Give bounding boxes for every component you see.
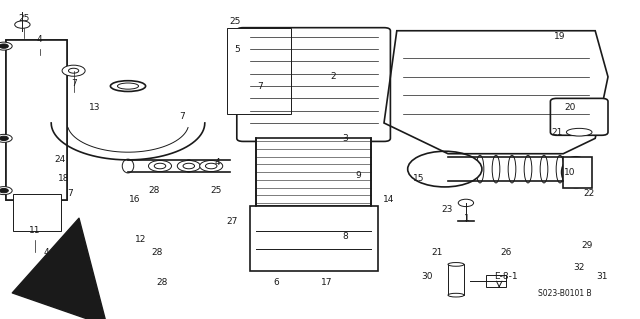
Text: S023-B0101 B: S023-B0101 B <box>538 289 591 298</box>
Circle shape <box>205 163 217 169</box>
Text: 14: 14 <box>383 195 395 204</box>
Text: 11: 11 <box>29 226 41 235</box>
Text: 4: 4 <box>215 159 220 167</box>
Text: 8: 8 <box>343 232 348 241</box>
Circle shape <box>177 160 200 172</box>
Text: 28: 28 <box>156 278 168 287</box>
Text: 7: 7 <box>258 82 263 91</box>
Text: 19: 19 <box>554 33 566 41</box>
Text: 7: 7 <box>68 189 73 198</box>
Circle shape <box>200 160 223 172</box>
Bar <box>250 206 378 271</box>
Circle shape <box>154 163 166 169</box>
Text: 25: 25 <box>229 17 241 26</box>
Ellipse shape <box>122 159 134 173</box>
Circle shape <box>0 189 8 193</box>
Text: 25: 25 <box>19 14 30 23</box>
FancyBboxPatch shape <box>550 98 608 135</box>
Text: 28: 28 <box>151 248 163 256</box>
Ellipse shape <box>436 155 453 183</box>
Text: 22: 22 <box>583 189 595 198</box>
Text: 9: 9 <box>356 171 361 180</box>
Ellipse shape <box>566 128 592 136</box>
Circle shape <box>458 199 474 207</box>
Text: 7: 7 <box>71 78 76 87</box>
Circle shape <box>408 151 482 187</box>
Circle shape <box>0 42 12 50</box>
Bar <box>563 157 592 188</box>
Circle shape <box>0 134 12 142</box>
Text: 29: 29 <box>582 241 593 250</box>
Text: 10: 10 <box>564 168 575 177</box>
FancyBboxPatch shape <box>237 28 390 141</box>
Text: 15: 15 <box>413 174 425 183</box>
Text: E-8-1: E-8-1 <box>494 272 517 281</box>
Text: 16: 16 <box>129 195 140 204</box>
Text: 25: 25 <box>33 272 44 281</box>
Text: 31: 31 <box>596 272 607 281</box>
Text: 4: 4 <box>37 35 42 44</box>
Bar <box>448 264 464 295</box>
Ellipse shape <box>118 83 139 89</box>
Text: 25: 25 <box>211 186 222 195</box>
Text: 1: 1 <box>465 214 470 223</box>
Text: 17: 17 <box>321 278 332 287</box>
Circle shape <box>62 65 85 76</box>
Circle shape <box>183 163 195 169</box>
Bar <box>256 138 371 206</box>
Text: 6: 6 <box>274 278 279 287</box>
Text: 30: 30 <box>422 272 433 281</box>
Circle shape <box>0 44 8 48</box>
Circle shape <box>0 187 12 195</box>
Bar <box>6 40 67 200</box>
Ellipse shape <box>492 155 500 183</box>
Ellipse shape <box>444 155 452 183</box>
Text: 27: 27 <box>227 217 238 226</box>
Ellipse shape <box>111 81 146 92</box>
Circle shape <box>148 160 172 172</box>
Circle shape <box>15 21 30 28</box>
Ellipse shape <box>556 155 564 183</box>
Ellipse shape <box>476 155 484 183</box>
Text: 5: 5 <box>234 45 239 54</box>
Text: 7: 7 <box>180 112 185 121</box>
Circle shape <box>0 136 8 140</box>
Ellipse shape <box>508 155 516 183</box>
Ellipse shape <box>562 157 591 188</box>
Bar <box>6 40 67 200</box>
Text: 3: 3 <box>343 134 348 143</box>
Text: FR.: FR. <box>36 282 54 292</box>
Ellipse shape <box>448 293 464 297</box>
Text: 13: 13 <box>89 103 100 112</box>
Bar <box>486 275 506 287</box>
Bar <box>13 194 61 231</box>
Text: 2: 2 <box>330 72 335 81</box>
Ellipse shape <box>448 263 464 266</box>
Text: 21: 21 <box>551 128 563 137</box>
Ellipse shape <box>184 160 193 172</box>
Text: 12: 12 <box>135 235 147 244</box>
Ellipse shape <box>540 155 548 183</box>
Text: 32: 32 <box>573 263 585 272</box>
Text: 20: 20 <box>564 103 575 112</box>
Bar <box>227 28 291 114</box>
Text: 26: 26 <box>500 248 511 256</box>
Text: 23: 23 <box>441 204 452 213</box>
Text: 24: 24 <box>54 155 65 164</box>
Text: 4: 4 <box>44 248 49 256</box>
Text: 28: 28 <box>148 186 159 195</box>
Ellipse shape <box>460 155 468 183</box>
Text: 18: 18 <box>58 174 70 183</box>
Text: 21: 21 <box>431 248 443 256</box>
Ellipse shape <box>524 155 532 183</box>
Circle shape <box>68 68 79 73</box>
